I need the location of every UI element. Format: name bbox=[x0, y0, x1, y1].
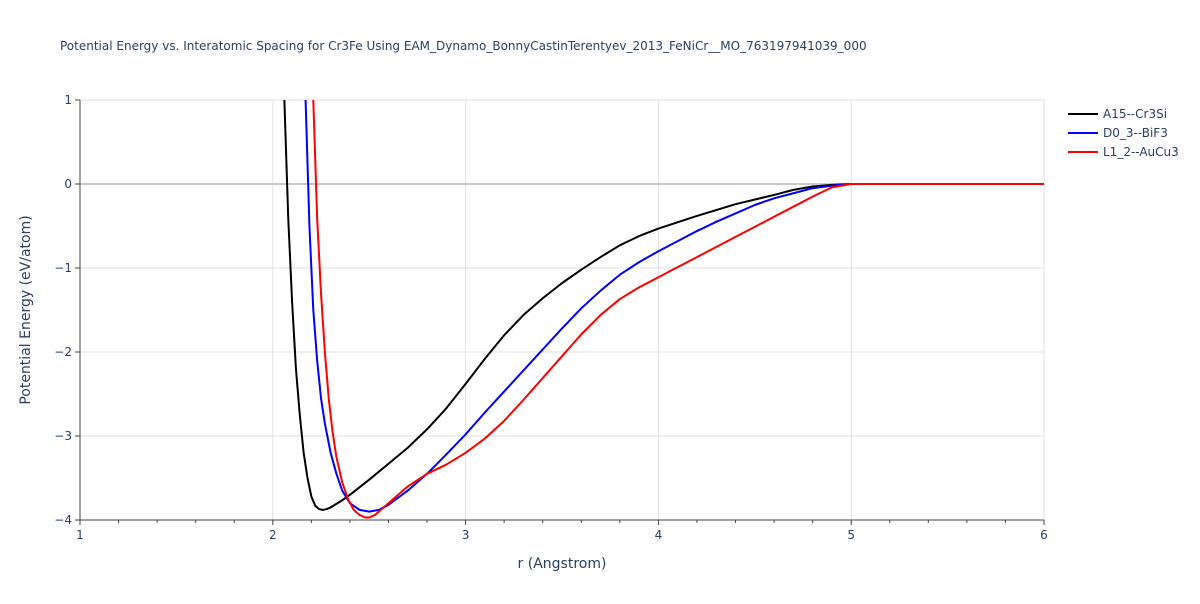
grid-layer bbox=[80, 99, 1045, 520]
x-tick-label: 1 bbox=[76, 528, 84, 542]
y-tick-label: −3 bbox=[54, 429, 72, 443]
legend-item[interactable]: A15--Cr3Si bbox=[1068, 107, 1167, 121]
y-axis-title: Potential Energy (eV/atom) bbox=[18, 215, 34, 404]
x-tick-label: 3 bbox=[462, 528, 470, 542]
x-tick-label: 2 bbox=[269, 528, 277, 542]
y-tick-label: 1 bbox=[64, 93, 72, 107]
y-tick-label: −2 bbox=[54, 345, 72, 359]
legend-label: L1_2--AuCu3 bbox=[1103, 145, 1179, 159]
legend-label: A15--Cr3Si bbox=[1103, 107, 1167, 121]
x-tick-label: 5 bbox=[847, 528, 855, 542]
legend-item[interactable]: D0_3--BiF3 bbox=[1068, 126, 1168, 140]
series-line-2 bbox=[312, 100, 1044, 519]
y-tick-label: −4 bbox=[54, 513, 72, 527]
x-tick-label: 6 bbox=[1040, 528, 1048, 542]
series-line-0 bbox=[283, 100, 1044, 511]
y-tick-label: −1 bbox=[54, 261, 72, 275]
axis-layer: 1 2 3 4 5 6 1 0 −1 −2 −3 −4 bbox=[54, 93, 1048, 542]
series-line-1 bbox=[304, 100, 1044, 513]
chart-title: Potential Energy vs. Interatomic Spacing… bbox=[60, 39, 867, 53]
legend-label: D0_3--BiF3 bbox=[1103, 126, 1168, 140]
series-layer bbox=[283, 100, 1044, 519]
legend[interactable]: A15--Cr3Si D0_3--BiF3 L1_2--AuCu3 bbox=[1068, 107, 1179, 159]
x-axis-title: r (Angstrom) bbox=[518, 556, 607, 572]
legend-item[interactable]: L1_2--AuCu3 bbox=[1068, 145, 1179, 159]
x-tick-label: 4 bbox=[655, 528, 663, 542]
y-tick-label: 0 bbox=[64, 177, 72, 191]
